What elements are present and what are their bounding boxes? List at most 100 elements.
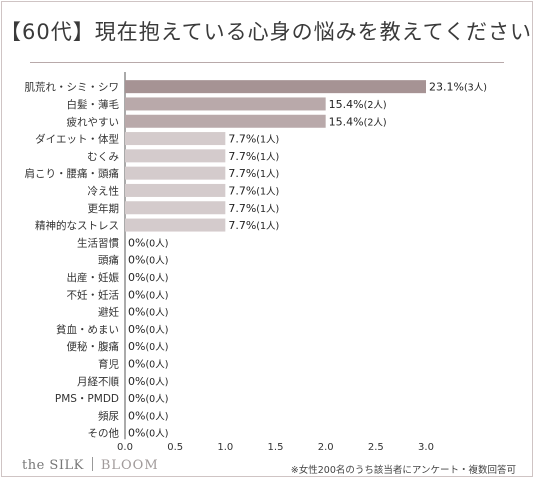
brand-logo: the SILK BLOOM [22,457,159,473]
bar [125,97,326,111]
data-label-count: (3人) [464,83,487,94]
data-label-percent: 0% [128,306,145,319]
data-label: 0%(0人) [128,357,168,370]
data-label-count: (1人) [256,221,279,232]
data-label-percent: 7.7% [228,202,256,215]
data-label-percent: 15.4% [329,115,364,128]
category-label: むくみ [87,151,119,163]
data-label: 0%(0人) [128,409,168,422]
data-label: 0%(0人) [128,340,168,353]
data-label-count: (0人) [145,238,168,249]
category-label: 生活習慣 [77,236,119,249]
data-label-count: (2人) [364,117,387,128]
data-label: 23.1%(3人) [429,81,487,94]
data-label: 7.7%(1人) [228,167,279,180]
x-tick-label: 3.0 [418,442,434,453]
data-label-percent: 7.7% [228,219,256,232]
data-label-count: (2人) [364,100,387,111]
data-label-percent: 0% [128,357,145,370]
brand-name-secondary: BLOOM [100,458,159,473]
data-label: 7.7%(1人) [228,150,279,163]
data-label-count: (0人) [145,290,168,301]
data-label: 0%(0人) [128,323,168,336]
data-label-percent: 7.7% [228,167,256,180]
data-label: 0%(0人) [128,254,168,267]
category-label: 白髪・薄毛 [67,98,120,111]
data-label: 0%(0人) [128,271,168,284]
data-label: 0%(0人) [128,306,168,319]
data-label-percent: 0% [128,254,145,267]
x-tick-label: 2.5 [368,442,384,453]
data-label-count: (1人) [256,152,279,163]
bar [125,183,226,197]
x-tick-label: 0.0 [117,442,133,453]
data-label-count: (0人) [145,411,168,422]
data-label: 0%(0人) [128,375,168,388]
data-label-percent: 0% [128,392,145,405]
bar [125,201,226,215]
bar [125,149,226,163]
category-label: 避妊 [98,306,119,319]
data-label-percent: 0% [128,323,145,336]
brand-separator [91,457,93,471]
footnote: ※女性200名のうち該当者にアンケート・複数回答可 [290,465,516,476]
data-label-count: (1人) [256,169,279,180]
data-label-count: (0人) [145,273,168,284]
data-label: 0%(0人) [128,288,168,301]
x-tick-label: 0.5 [167,442,183,453]
data-label-count: (0人) [145,308,168,319]
data-label-count: (0人) [145,256,168,267]
category-label: 冷え性 [88,184,120,197]
chart-title: 【60代】現在抱えている心身の悩みを教えてください [0,20,532,44]
category-label: 精神的なストレス [35,219,119,232]
category-label: PMS・PMDD [55,393,119,405]
data-label-count: (0人) [145,377,168,388]
data-label-percent: 7.7% [228,133,256,146]
data-label: 0%(0人) [128,392,168,405]
data-label: 7.7%(1人) [228,202,279,215]
data-label-percent: 7.7% [228,150,256,163]
data-label: 7.7%(1人) [228,133,279,146]
data-label: 15.4%(2人) [329,115,387,128]
category-label: 貧血・めまい [56,323,119,336]
data-label-count: (1人) [256,204,279,215]
data-label-percent: 0% [128,375,145,388]
data-label-percent: 0% [128,288,145,301]
data-label-count: (0人) [145,359,168,370]
data-label: 7.7%(1人) [228,219,279,232]
category-label: 肩こり・腰痛・頭痛 [25,167,120,180]
data-label-percent: 0% [128,409,145,422]
bar [125,218,226,232]
category-label: 頻尿 [98,409,119,422]
data-label-percent: 15.4% [329,98,364,111]
data-label-percent: 0% [128,236,145,249]
data-label-count: (1人) [256,186,279,197]
data-label-percent: 0% [128,271,145,284]
title-divider [30,62,504,63]
data-label: 7.7%(1人) [228,184,279,197]
data-label: 0%(0人) [128,236,168,249]
data-label: 0%(0人) [128,427,168,440]
category-label: 不妊・妊活 [67,288,120,301]
category-label: 頭痛 [98,254,119,267]
data-label: 15.4%(2人) [329,98,387,111]
data-label-percent: 7.7% [228,184,256,197]
data-label-count: (0人) [145,394,168,405]
bar [125,166,226,180]
category-label: 便秘・腹痛 [67,340,120,353]
data-label-percent: 23.1% [429,81,464,94]
data-label-count: (0人) [145,429,168,440]
data-label-count: (0人) [145,342,168,353]
bar [125,114,326,128]
x-tick-label: 1.5 [268,442,284,453]
category-label: 月経不順 [77,375,119,388]
category-label: ダイエット・体型 [35,133,119,146]
brand-name-primary: the SILK [22,458,84,473]
x-tick-label: 1.0 [217,442,233,453]
category-label: 疲れやすい [67,115,120,128]
category-label: 肌荒れ・シミ・シワ [25,82,120,94]
category-label: 育児 [98,357,119,370]
data-label-count: (1人) [256,135,279,146]
data-label-percent: 0% [128,340,145,353]
